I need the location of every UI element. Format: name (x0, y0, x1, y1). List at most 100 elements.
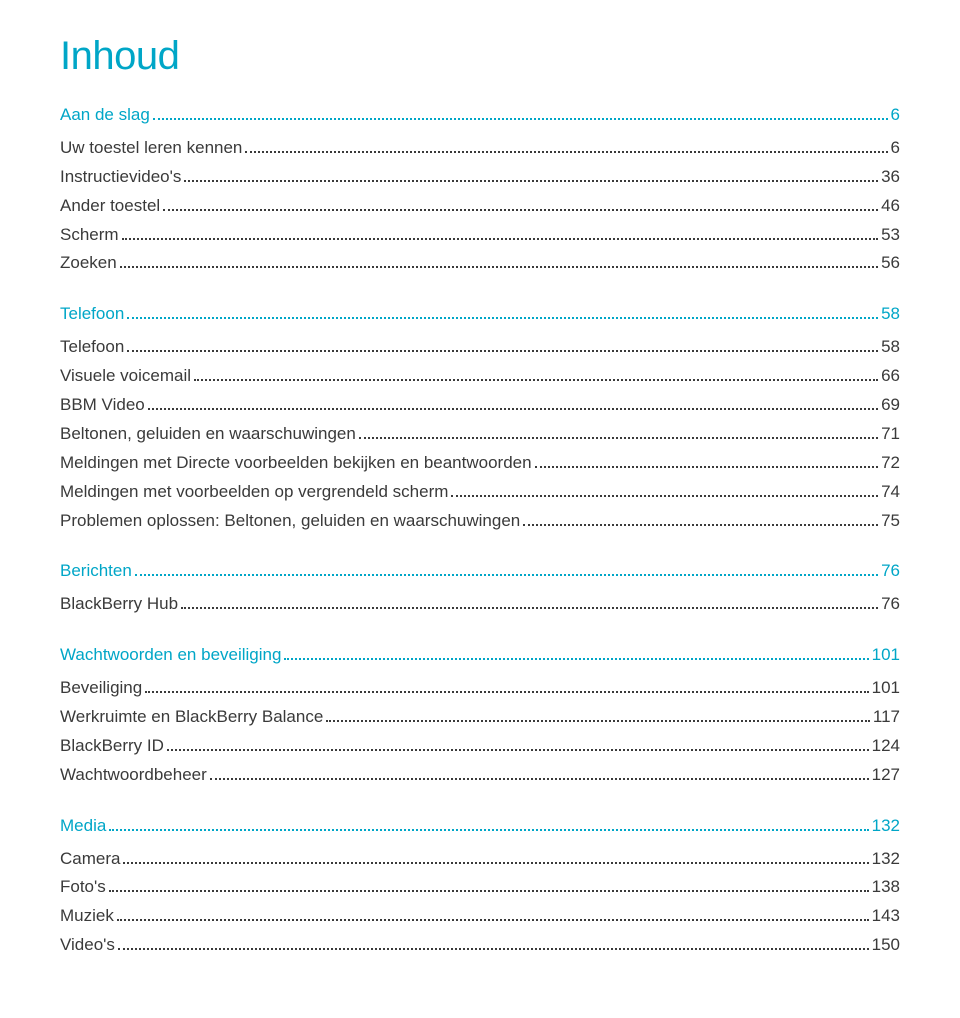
toc-leader-dots (359, 437, 878, 439)
toc-section: Wachtwoorden en beveiliging101Beveiligin… (60, 641, 900, 789)
toc-page-number: 6 (891, 134, 900, 163)
toc-page-number: 101 (872, 641, 900, 670)
toc-item[interactable]: Werkruimte en BlackBerry Balance 117 (60, 703, 900, 732)
toc-leader-dots (184, 180, 878, 182)
toc-page-number: 72 (881, 449, 900, 478)
toc-item[interactable]: Camera 132 (60, 845, 900, 874)
toc-item[interactable]: Muziek 143 (60, 902, 900, 931)
toc-leader-dots (120, 266, 878, 268)
toc-section-header[interactable]: Media132 (60, 812, 900, 841)
toc-label: Wachtwoordbeheer (60, 761, 207, 790)
toc-page-number: 138 (872, 873, 900, 902)
toc-label: Meldingen met voorbeelden op vergrendeld… (60, 478, 448, 507)
toc-label: Telefoon (60, 333, 124, 362)
toc-page-number: 132 (872, 845, 900, 874)
toc-leader-dots (109, 829, 868, 831)
toc-section-header[interactable]: Telefoon 58 (60, 300, 900, 329)
toc-label: Muziek (60, 902, 114, 931)
toc-page-number: 117 (873, 703, 900, 732)
toc-item[interactable]: Scherm53 (60, 221, 900, 250)
toc-leader-dots (145, 691, 868, 693)
toc-page-number: 58 (881, 333, 900, 362)
toc-page-number: 6 (891, 101, 900, 130)
toc-item[interactable]: BlackBerry Hub 76 (60, 590, 900, 619)
toc-label: Werkruimte en BlackBerry Balance (60, 703, 323, 732)
toc-label: Berichten (60, 557, 132, 586)
toc-page-number: 56 (881, 249, 900, 278)
toc-item[interactable]: Video's150 (60, 931, 900, 960)
toc-leader-dots (535, 466, 879, 468)
toc-leader-dots (210, 778, 869, 780)
toc-label: Camera (60, 845, 120, 874)
toc-page-number: 66 (881, 362, 900, 391)
toc-leader-dots (122, 238, 879, 240)
toc-page-number: 76 (881, 590, 900, 619)
toc-item[interactable]: Uw toestel leren kennen 6 (60, 134, 900, 163)
toc-page-number: 53 (881, 221, 900, 250)
toc-item[interactable]: Ander toestel46 (60, 192, 900, 221)
toc-leader-dots (451, 495, 878, 497)
toc-section-header[interactable]: Berichten 76 (60, 557, 900, 586)
toc-page-number: 58 (881, 300, 900, 329)
toc-section: Telefoon58Telefoon58Visuele voicemail66B… (60, 300, 900, 535)
toc-item[interactable]: Instructievideo's 36 (60, 163, 900, 192)
toc-label: BBM Video (60, 391, 145, 420)
toc-label: Wachtwoorden en beveiliging (60, 641, 281, 670)
toc-leader-dots (163, 209, 878, 211)
toc-leader-dots (118, 948, 869, 950)
toc-label: Meldingen met Directe voorbeelden bekijk… (60, 449, 532, 478)
toc-label: Problemen oplossen: Beltonen, geluiden e… (60, 507, 520, 536)
toc-label: Telefoon (60, 300, 124, 329)
toc-leader-dots (181, 607, 878, 609)
toc-item[interactable]: Meldingen met voorbeelden op vergrendeld… (60, 478, 900, 507)
toc-item[interactable]: Beltonen, geluiden en waarschuwingen 71 (60, 420, 900, 449)
toc-label: Beveiliging (60, 674, 142, 703)
toc-leader-dots (153, 118, 888, 120)
toc-item[interactable]: Beveiliging 101 (60, 674, 900, 703)
toc-label: Uw toestel leren kennen (60, 134, 242, 163)
toc-item[interactable]: BlackBerry ID 124 (60, 732, 900, 761)
toc-item[interactable]: Visuele voicemail 66 (60, 362, 900, 391)
toc-leader-dots (167, 749, 869, 751)
toc-label: Foto's (60, 873, 106, 902)
toc-section: Media132Camera132Foto's138Muziek143Video… (60, 812, 900, 960)
toc-leader-dots (135, 574, 878, 576)
toc-leader-dots (523, 524, 878, 526)
toc-item[interactable]: Foto's 138 (60, 873, 900, 902)
toc-label: Aan de slag (60, 101, 150, 130)
toc-page-number: 132 (872, 812, 900, 841)
toc-page-number: 74 (881, 478, 900, 507)
toc-label: Visuele voicemail (60, 362, 191, 391)
toc-section: Berichten 76 BlackBerry Hub 76 (60, 557, 900, 619)
toc-page-number: 76 (881, 557, 900, 586)
toc-label: Instructievideo's (60, 163, 181, 192)
toc-label: Zoeken (60, 249, 117, 278)
toc-page-number: 69 (881, 391, 900, 420)
toc-page-number: 124 (872, 732, 900, 761)
toc-page-number: 71 (881, 420, 900, 449)
toc-leader-dots (284, 658, 868, 660)
toc-section: Aan de slag6Uw toestel leren kennen6Inst… (60, 101, 900, 278)
toc-label: Beltonen, geluiden en waarschuwingen (60, 420, 356, 449)
toc-label: Video's (60, 931, 115, 960)
toc-section-header[interactable]: Wachtwoorden en beveiliging 101 (60, 641, 900, 670)
toc-leader-dots (127, 317, 878, 319)
toc-leader-dots (109, 890, 869, 892)
table-of-contents: Aan de slag6Uw toestel leren kennen6Inst… (60, 101, 900, 960)
toc-leader-dots (123, 862, 868, 864)
toc-label: Ander toestel (60, 192, 160, 221)
toc-page-number: 143 (872, 902, 900, 931)
toc-label: BlackBerry ID (60, 732, 164, 761)
toc-page-number: 127 (872, 761, 900, 790)
toc-page-number: 101 (872, 674, 900, 703)
toc-item[interactable]: Zoeken 56 (60, 249, 900, 278)
toc-item[interactable]: Problemen oplossen: Beltonen, geluiden e… (60, 507, 900, 536)
toc-page-number: 36 (881, 163, 900, 192)
toc-item[interactable]: BBM Video 69 (60, 391, 900, 420)
toc-item[interactable]: Meldingen met Directe voorbeelden bekijk… (60, 449, 900, 478)
toc-leader-dots (194, 379, 878, 381)
toc-item[interactable]: Telefoon 58 (60, 333, 900, 362)
toc-label: BlackBerry Hub (60, 590, 178, 619)
toc-section-header[interactable]: Aan de slag 6 (60, 101, 900, 130)
toc-item[interactable]: Wachtwoordbeheer 127 (60, 761, 900, 790)
